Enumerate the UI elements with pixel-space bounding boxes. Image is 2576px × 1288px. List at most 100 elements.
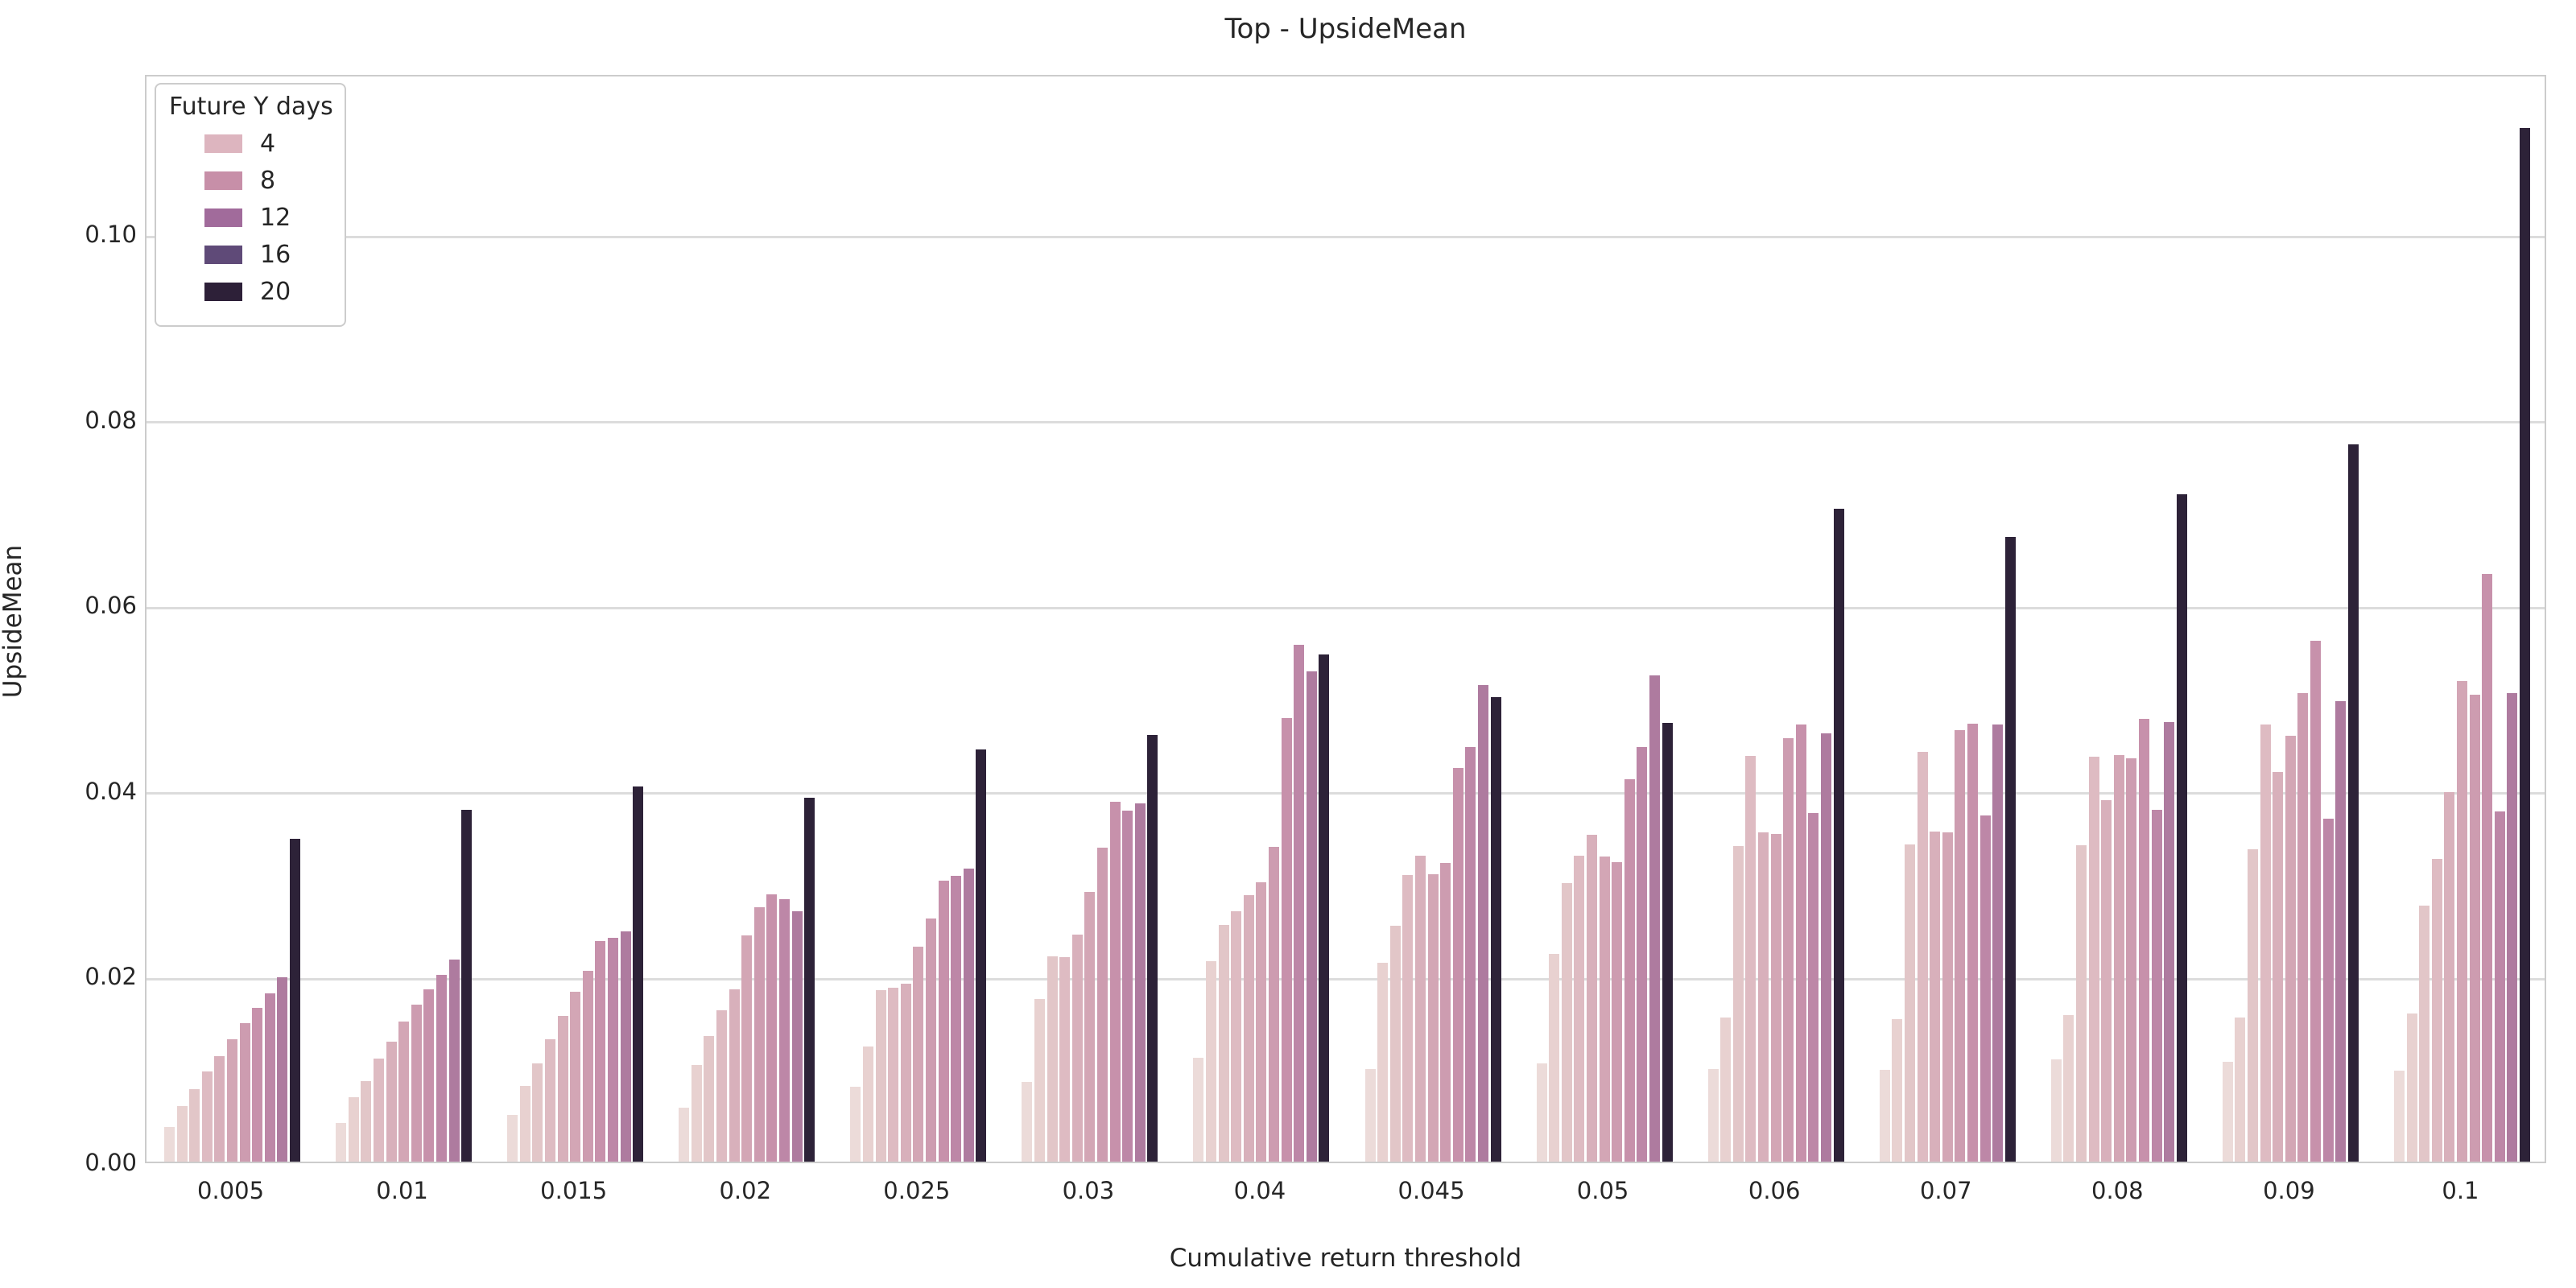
legend-entry: 12: [204, 203, 333, 232]
bar: [1992, 724, 2004, 1162]
bar: [1833, 508, 1844, 1162]
y-tick-label: 0.06: [85, 592, 137, 620]
x-tick-label: 0.01: [376, 1177, 428, 1204]
bar: [1364, 1068, 1376, 1162]
x-tick-label: 0.06: [1748, 1177, 1801, 1204]
bar: [189, 1089, 200, 1162]
gridline: [147, 421, 2545, 424]
bar: [164, 1127, 175, 1162]
bar: [2235, 1018, 2246, 1162]
bar: [850, 1086, 861, 1162]
x-tick-label: 0.005: [197, 1177, 265, 1204]
legend-entry-label: 8: [260, 166, 276, 195]
legend-entries: 4 8 12 16 20: [169, 129, 333, 306]
gridline: [147, 977, 2545, 980]
bar: [2222, 1061, 2233, 1162]
y-tick-label: 0.08: [85, 406, 137, 434]
bar: [595, 940, 606, 1162]
bar: [2347, 444, 2359, 1162]
legend-swatch: [204, 208, 242, 227]
bar: [1193, 1057, 1204, 1162]
bar: [2113, 755, 2124, 1162]
bar: [1930, 831, 1941, 1162]
gridline: [147, 792, 2545, 795]
bar: [2088, 757, 2099, 1162]
bar: [1536, 1063, 1547, 1162]
bar: [913, 946, 924, 1162]
bar: [436, 975, 447, 1162]
bar: [277, 976, 288, 1162]
bar: [1269, 847, 1280, 1162]
legend-swatch: [204, 171, 242, 190]
bar: [2260, 724, 2271, 1162]
legend: Future Y days 4 8 12 16 20: [155, 83, 346, 327]
bar: [1612, 861, 1623, 1162]
legend-entry-label: 20: [260, 277, 291, 306]
bar: [1218, 925, 1229, 1162]
bar: [423, 989, 435, 1162]
bar: [2469, 695, 2480, 1162]
bar: [448, 959, 460, 1162]
bar: [1892, 1018, 1903, 1162]
bar: [2076, 844, 2087, 1162]
bar: [741, 935, 753, 1162]
x-tick-label: 0.04: [1233, 1177, 1286, 1204]
bar: [1034, 999, 1045, 1162]
bar: [1549, 953, 1560, 1162]
bar: [1637, 746, 1648, 1162]
legend-swatch: [204, 282, 242, 301]
bar: [1808, 812, 1819, 1162]
chart-title: Top - UpsideMean: [1224, 13, 1467, 45]
legend-title: Future Y days: [169, 93, 333, 121]
bar: [766, 894, 778, 1162]
x-tick-label: 0.03: [1062, 1177, 1115, 1204]
bar: [2139, 719, 2150, 1162]
bar: [2310, 641, 2322, 1162]
bar: [1979, 815, 1991, 1162]
bar: [2050, 1059, 2062, 1162]
bar: [2176, 494, 2187, 1162]
y-tick-label: 0.00: [85, 1149, 137, 1176]
bar: [252, 1007, 263, 1162]
bar: [1389, 926, 1401, 1162]
x-axis-label: Cumulative return threshold: [1169, 1244, 1522, 1273]
x-tick-label: 0.045: [1397, 1177, 1465, 1204]
bar: [729, 989, 740, 1162]
bar: [1955, 730, 1966, 1162]
bar: [2406, 1013, 2417, 1162]
bar: [888, 988, 899, 1162]
bar: [361, 1080, 372, 1162]
bar: [691, 1065, 702, 1162]
bar: [1783, 738, 1794, 1162]
bar: [336, 1122, 347, 1162]
bar: [900, 983, 911, 1162]
bar: [411, 1005, 422, 1162]
legend-entry: 16: [204, 240, 333, 269]
bar: [214, 1055, 225, 1162]
legend-entry-label: 4: [260, 129, 276, 158]
bar: [227, 1038, 238, 1162]
bar: [1059, 957, 1071, 1162]
bar: [1465, 746, 1476, 1162]
y-tick-label: 0.10: [85, 221, 137, 249]
bar: [951, 876, 962, 1162]
legend-swatch: [204, 245, 242, 264]
bar: [1574, 855, 1585, 1162]
plot-area: [145, 75, 2546, 1163]
bar: [1022, 1081, 1033, 1162]
bar: [1109, 801, 1121, 1162]
legend-entry: 8: [204, 166, 333, 195]
bar: [2494, 811, 2505, 1162]
bar: [1231, 910, 1242, 1162]
bar: [290, 838, 301, 1162]
legend-entry: 20: [204, 277, 333, 306]
y-axis-label: UpsideMean: [0, 544, 27, 699]
bar: [1795, 724, 1806, 1162]
bar: [2126, 758, 2137, 1162]
bar: [264, 993, 275, 1162]
bar: [779, 898, 791, 1162]
bar: [1256, 882, 1267, 1162]
bar: [386, 1042, 397, 1162]
bar: [1490, 696, 1501, 1162]
bar: [348, 1097, 359, 1162]
